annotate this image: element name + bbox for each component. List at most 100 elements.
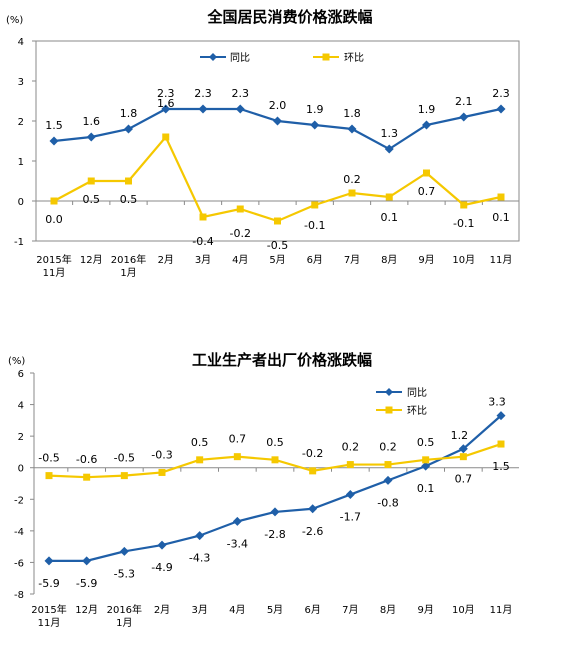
y-tick-label: -4 <box>14 527 24 538</box>
point-marker <box>423 169 430 177</box>
x-tick-label: 11月 <box>43 267 66 279</box>
point-marker <box>232 516 242 526</box>
x-tick-label: 6月 <box>307 254 323 266</box>
data-label: -0.1 <box>304 219 325 232</box>
legend-label: 同比 <box>230 52 250 64</box>
chart-title: 全国居民消费价格涨跌幅 <box>206 8 372 26</box>
point-marker <box>309 467 317 475</box>
y-tick-label: 4 <box>18 37 24 48</box>
data-label: 0.1 <box>381 211 399 224</box>
point-marker <box>161 104 171 114</box>
legend-label: 环比 <box>407 405 427 417</box>
y-tick-label: -1 <box>14 237 24 248</box>
data-label: -2.6 <box>302 525 323 538</box>
point-marker <box>346 461 354 469</box>
data-label: 1.9 <box>418 103 436 116</box>
point-marker <box>271 456 279 464</box>
x-tick-label: 5月 <box>267 604 283 616</box>
point-marker <box>385 193 393 201</box>
point-marker <box>49 136 59 146</box>
data-label: -1.7 <box>340 511 361 524</box>
x-tick-label: 2月 <box>154 604 170 616</box>
point-marker <box>162 133 170 141</box>
point-marker <box>422 120 431 130</box>
x-tick-label: 11月 <box>490 604 513 616</box>
x-tick-label: 7月 <box>342 604 358 616</box>
point-marker <box>124 124 133 134</box>
x-tick-label: 2015年 <box>31 603 66 616</box>
point-marker <box>384 144 394 154</box>
data-label: 1.8 <box>120 107 138 120</box>
point-marker <box>196 456 204 464</box>
point-marker <box>44 556 54 566</box>
x-tick-label: 10月 <box>452 604 475 616</box>
point-marker <box>236 205 244 213</box>
point-marker <box>383 475 393 485</box>
data-label: 0.2 <box>343 173 361 186</box>
point-marker <box>198 104 208 114</box>
x-tick-label: 7月 <box>344 254 360 266</box>
x-tick-label: 5月 <box>269 254 285 266</box>
data-label: 0.5 <box>83 193 101 206</box>
point-marker <box>384 461 392 469</box>
y-tick-label: 1 <box>18 157 24 168</box>
data-label: -2.8 <box>264 528 285 541</box>
data-label: 0.7 <box>418 185 436 198</box>
point-marker <box>50 197 58 205</box>
y-tick-label: 2 <box>18 432 24 443</box>
point-marker <box>311 201 319 209</box>
y-tick-label: -6 <box>14 558 24 569</box>
x-tick-label: 1月 <box>116 617 132 629</box>
data-label: 1.5 <box>492 460 510 473</box>
point-marker <box>235 104 245 114</box>
data-label: -0.4 <box>192 235 213 248</box>
point-marker <box>273 116 282 126</box>
data-label: 0.5 <box>120 193 138 206</box>
point-marker <box>459 112 469 122</box>
data-label: 1.8 <box>343 107 361 120</box>
y-tick-label: -2 <box>14 495 24 506</box>
point-marker <box>497 440 505 448</box>
data-label: -4.3 <box>189 552 210 565</box>
data-label: 0.0 <box>45 213 63 226</box>
point-marker <box>86 132 96 142</box>
data-label: 0.2 <box>342 441 360 454</box>
point-marker <box>345 490 355 500</box>
chart-title: 工业生产者出厂价格涨跌幅 <box>192 351 372 369</box>
y-tick-label: 0 <box>18 197 24 208</box>
legend-marker <box>209 53 217 61</box>
data-label: 2.3 <box>157 87 175 100</box>
point-marker <box>270 507 280 517</box>
x-tick-label: 11月 <box>490 254 513 266</box>
point-marker <box>157 540 167 550</box>
y-tick-label: 0 <box>18 464 24 475</box>
x-tick-label: 6月 <box>304 604 320 616</box>
data-label: -0.1 <box>453 217 474 230</box>
data-label: -0.2 <box>302 447 323 460</box>
data-label: -5.9 <box>76 577 97 590</box>
data-label: -5.3 <box>114 567 135 580</box>
point-marker <box>120 472 128 480</box>
y-tick-label: -8 <box>14 590 24 601</box>
data-label: 1.3 <box>381 127 399 140</box>
y-unit-label: (%) <box>6 15 23 26</box>
x-tick-label: 1月 <box>120 267 136 279</box>
data-label: -0.5 <box>38 452 59 465</box>
x-tick-label: 9月 <box>417 604 433 616</box>
point-marker <box>422 456 430 464</box>
point-marker <box>310 120 320 130</box>
data-label: 0.2 <box>379 441 397 454</box>
point-marker <box>308 504 318 514</box>
point-marker <box>458 444 468 454</box>
data-label: -0.5 <box>114 452 135 465</box>
x-tick-label: 3月 <box>195 254 211 266</box>
legend-marker <box>322 53 330 61</box>
data-label: 1.9 <box>306 103 324 116</box>
data-label: 0.5 <box>191 436 209 449</box>
data-label: -0.6 <box>76 453 97 466</box>
series-line-环比 <box>53 134 502 223</box>
data-label: -0.8 <box>377 496 398 509</box>
data-label: -4.9 <box>151 561 172 574</box>
